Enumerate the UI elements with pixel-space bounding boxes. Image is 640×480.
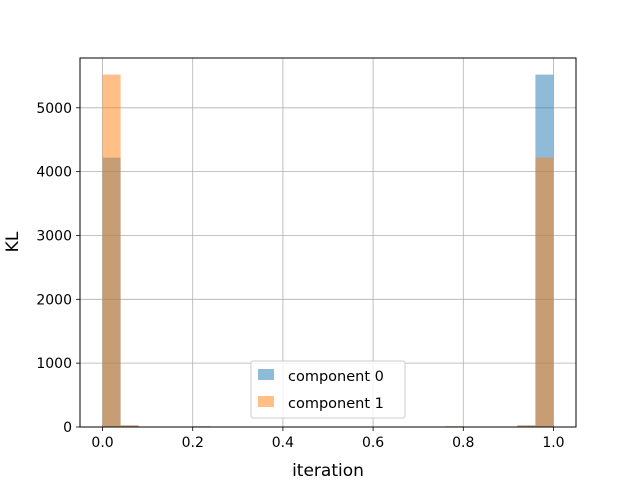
legend: component 0 component 1 xyxy=(250,360,406,419)
x-tick-label: 0.0 xyxy=(91,435,113,451)
bar-component-1 xyxy=(102,74,121,427)
y-tick-label: 5000 xyxy=(36,101,72,117)
x-tick-label: 0.6 xyxy=(362,435,384,451)
bar-component-1 xyxy=(535,157,554,428)
x-tick-label: 0.2 xyxy=(182,435,204,451)
y-axis-ticks: 0 1000 2000 3000 4000 5000 xyxy=(36,101,80,436)
y-tick-label: 4000 xyxy=(36,165,72,181)
bar-component-1 xyxy=(517,425,536,427)
y-tick-label: 1000 xyxy=(36,356,72,372)
x-tick-label: 1.0 xyxy=(542,435,564,451)
y-tick-label: 2000 xyxy=(36,292,72,308)
histogram-bars xyxy=(102,74,554,428)
legend-label-component-1: component 1 xyxy=(288,396,384,412)
y-tick-label: 3000 xyxy=(36,228,72,244)
x-tick-label: 0.4 xyxy=(272,435,294,451)
legend-swatch-component-1 xyxy=(258,396,274,407)
legend-box xyxy=(250,360,406,419)
y-tick-label: 0 xyxy=(63,420,72,436)
plot-frame xyxy=(79,57,577,428)
x-axis-label: iteration xyxy=(292,461,364,480)
x-tick-label: 0.8 xyxy=(452,435,474,451)
x-axis-ticks: 0.0 0.2 0.4 0.6 0.8 1.0 xyxy=(91,427,565,451)
legend-swatch-component-0 xyxy=(258,369,274,380)
y-axis-label: KL xyxy=(3,231,23,252)
legend-label-component-0: component 0 xyxy=(288,369,384,385)
bar-component-1 xyxy=(120,425,139,427)
